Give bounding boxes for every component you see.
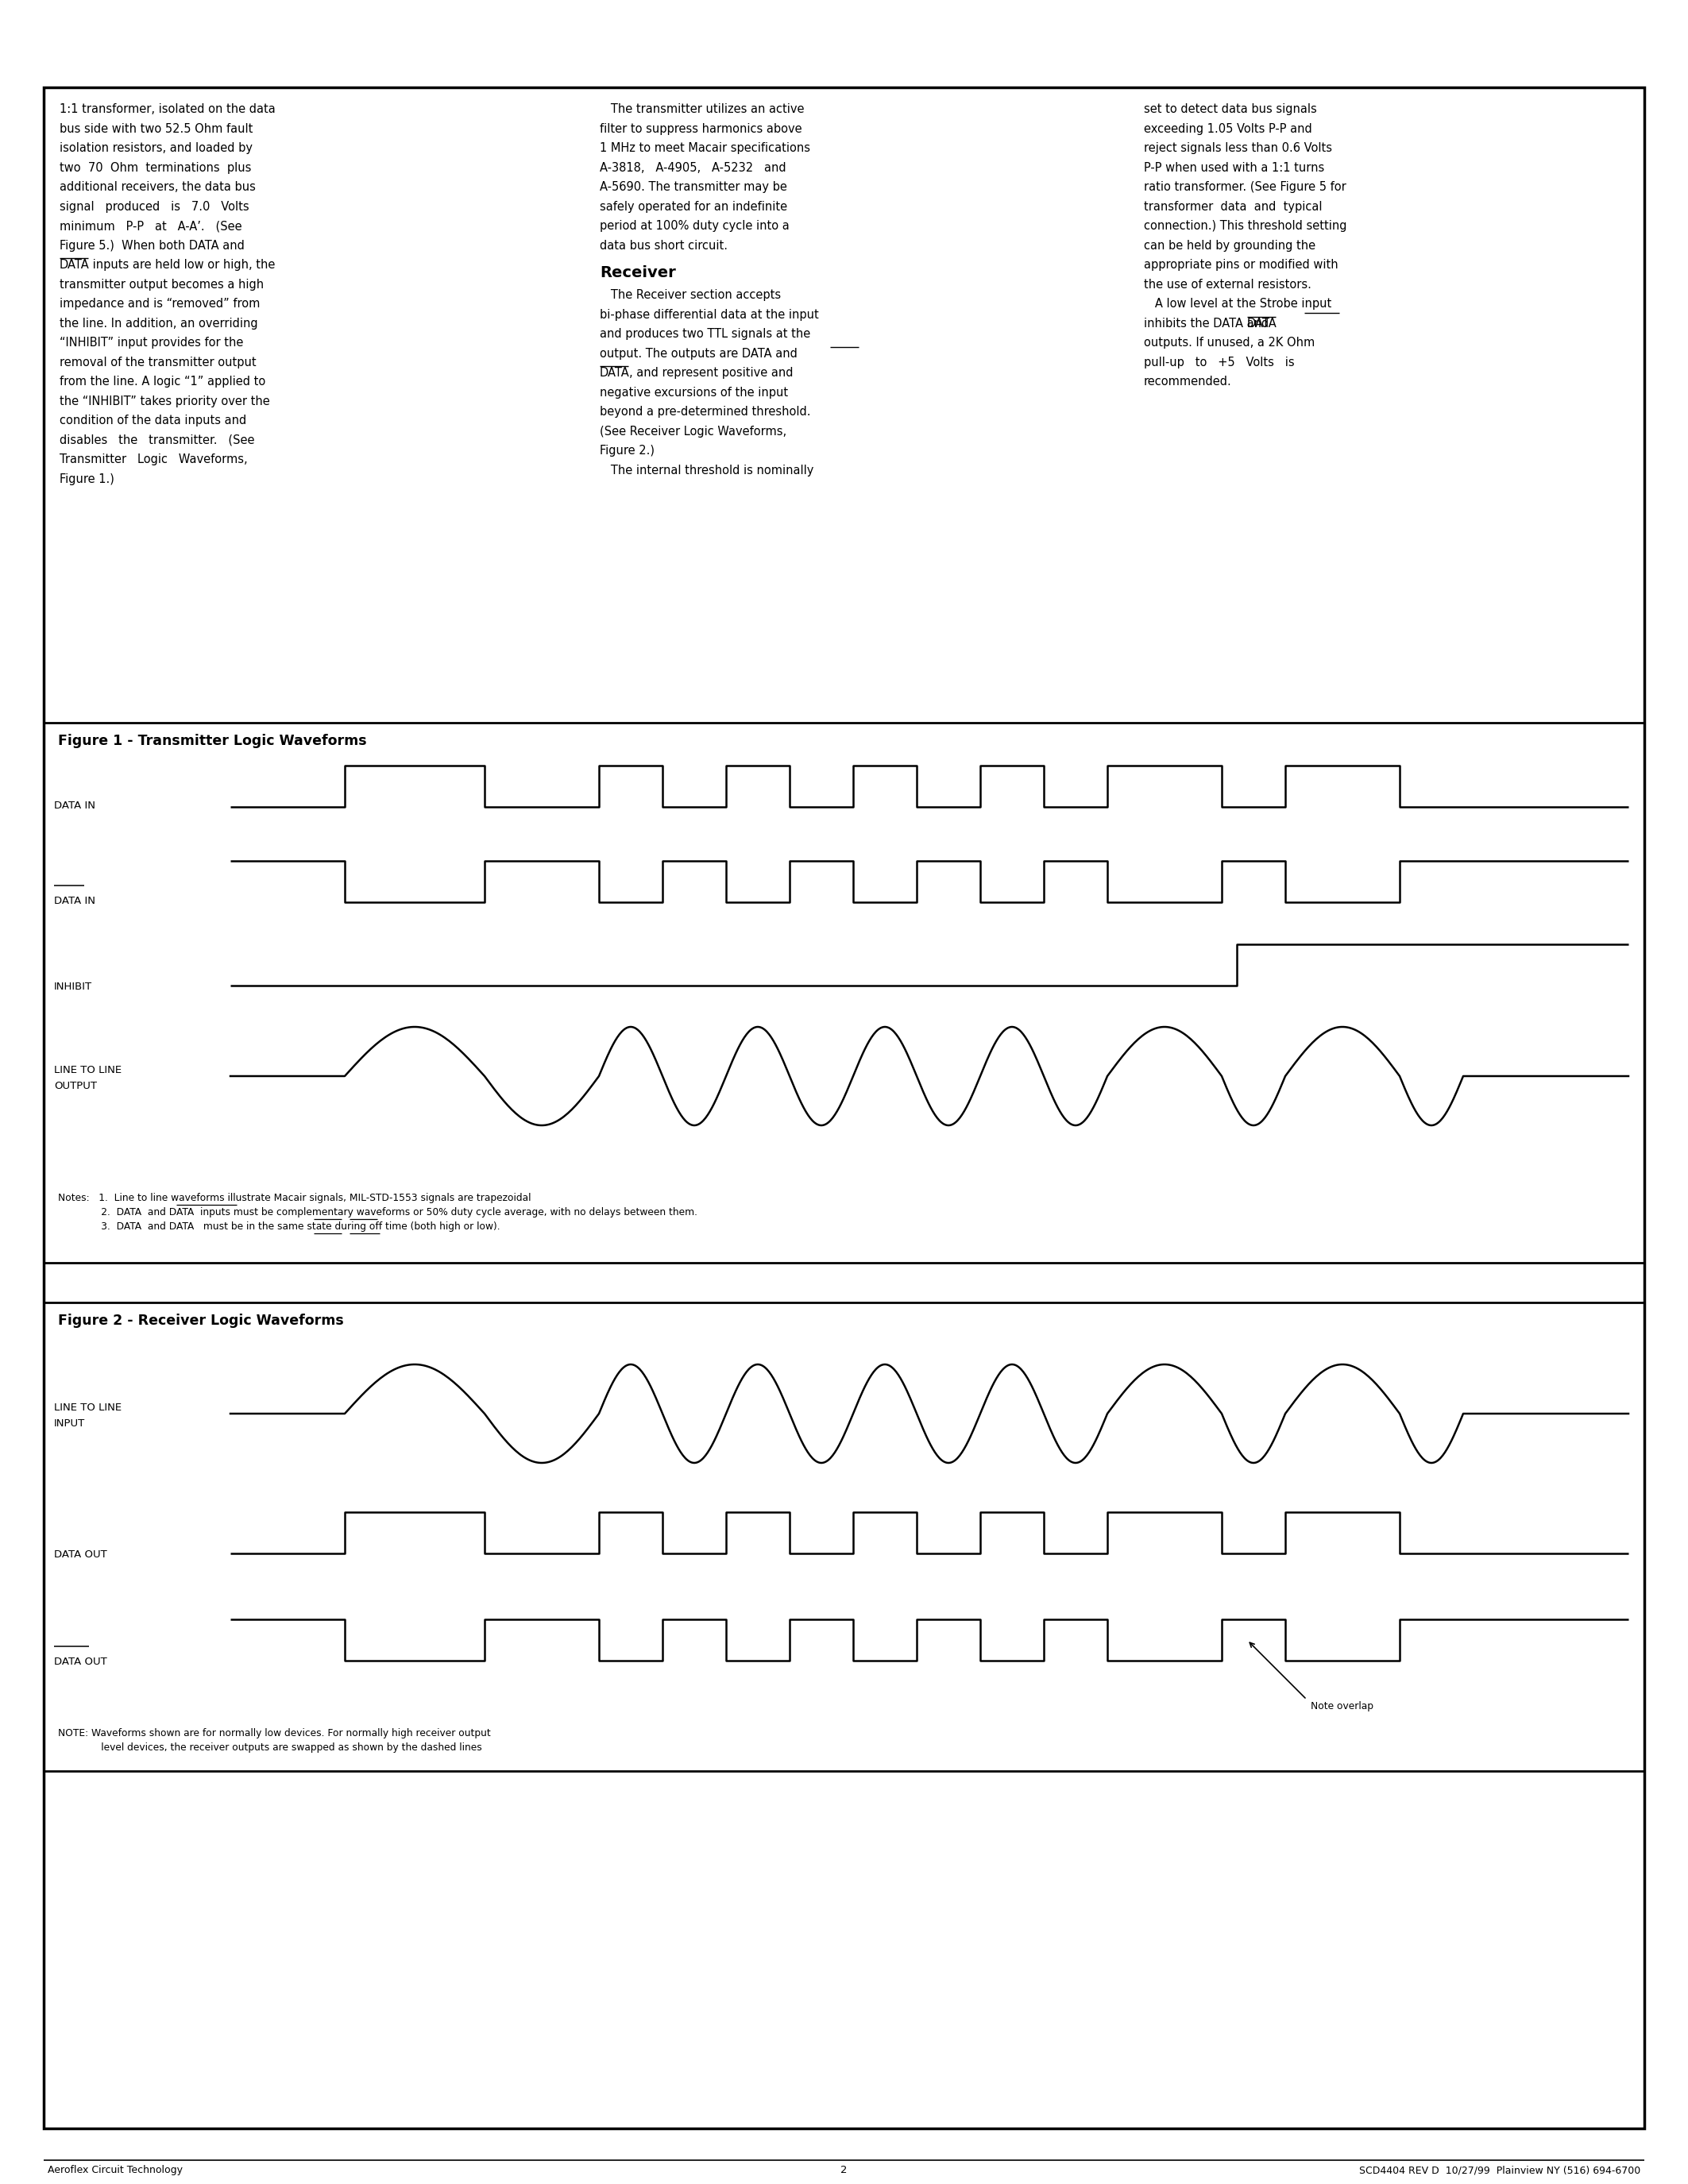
Text: , and represent positive and: , and represent positive and: [630, 367, 793, 378]
Text: A-3818,   A-4905,   A-5232   and: A-3818, A-4905, A-5232 and: [599, 162, 787, 173]
Text: DATA: DATA: [1247, 317, 1276, 330]
Text: filter to suppress harmonics above: filter to suppress harmonics above: [599, 122, 802, 135]
Text: set to detect data bus signals: set to detect data bus signals: [1144, 103, 1317, 116]
Text: Transmitter   Logic   Waveforms,: Transmitter Logic Waveforms,: [59, 454, 248, 465]
Text: Figure 2 - Receiver Logic Waveforms: Figure 2 - Receiver Logic Waveforms: [57, 1313, 344, 1328]
Text: The transmitter utilizes an active: The transmitter utilizes an active: [599, 103, 803, 116]
Text: the use of external resistors.: the use of external resistors.: [1144, 277, 1312, 290]
Text: removal of the transmitter output: removal of the transmitter output: [59, 356, 257, 369]
Text: Figure 1 - Transmitter Logic Waveforms: Figure 1 - Transmitter Logic Waveforms: [57, 734, 366, 749]
Text: period at 100% duty cycle into a: period at 100% duty cycle into a: [599, 221, 790, 232]
Text: transmitter output becomes a high: transmitter output becomes a high: [59, 277, 263, 290]
Text: Figure 5.)  When both DATA and: Figure 5.) When both DATA and: [59, 240, 245, 251]
Text: 2.  DATA  and DATA  inputs must be complementary waveforms or 50% duty cycle ave: 2. DATA and DATA inputs must be compleme…: [57, 1208, 697, 1216]
Text: 1 MHz to meet Macair specifications: 1 MHz to meet Macair specifications: [599, 142, 810, 155]
Text: condition of the data inputs and: condition of the data inputs and: [59, 415, 246, 426]
Text: isolation resistors, and loaded by: isolation resistors, and loaded by: [59, 142, 253, 155]
Text: INPUT: INPUT: [54, 1417, 84, 1428]
Text: the “INHIBIT” takes priority over the: the “INHIBIT” takes priority over the: [59, 395, 270, 406]
Text: bi-phase differential data at the input: bi-phase differential data at the input: [599, 308, 819, 321]
Text: safely operated for an indefinite: safely operated for an indefinite: [599, 201, 787, 212]
Text: disables   the   transmitter.   (See: disables the transmitter. (See: [59, 435, 255, 446]
Text: INHIBIT: INHIBIT: [54, 981, 93, 992]
Text: appropriate pins or modified with: appropriate pins or modified with: [1144, 260, 1339, 271]
Text: the line. In addition, an overriding: the line. In addition, an overriding: [59, 317, 258, 330]
Text: bus side with two 52.5 Ohm fault: bus side with two 52.5 Ohm fault: [59, 122, 253, 135]
Text: Aeroflex Circuit Technology: Aeroflex Circuit Technology: [47, 2164, 182, 2175]
Text: Note overlap: Note overlap: [1310, 1701, 1374, 1712]
Text: Figure 1.): Figure 1.): [59, 474, 115, 485]
Text: DATA: DATA: [59, 260, 89, 271]
Text: inputs are held low or high, the: inputs are held low or high, the: [89, 260, 275, 271]
Text: (See Receiver Logic Waveforms,: (See Receiver Logic Waveforms,: [599, 426, 787, 437]
Text: and produces two TTL signals at the: and produces two TTL signals at the: [599, 328, 810, 341]
Text: The Receiver section accepts: The Receiver section accepts: [599, 288, 782, 301]
Text: can be held by grounding the: can be held by grounding the: [1144, 240, 1315, 251]
Bar: [44, 1302, 1644, 1771]
Text: 2: 2: [841, 2164, 847, 2175]
Text: recommended.: recommended.: [1144, 376, 1232, 387]
Text: two  70  Ohm  terminations  plus: two 70 Ohm terminations plus: [59, 162, 252, 173]
Text: LINE TO LINE: LINE TO LINE: [54, 1402, 122, 1413]
Text: Receiver: Receiver: [599, 264, 675, 280]
Text: negative excursions of the input: negative excursions of the input: [599, 387, 788, 397]
Text: outputs. If unused, a 2K Ohm: outputs. If unused, a 2K Ohm: [1144, 336, 1315, 349]
Text: output. The outputs are DATA and: output. The outputs are DATA and: [599, 347, 797, 360]
Text: DATA OUT: DATA OUT: [54, 1658, 106, 1666]
Text: P-P when used with a 1:1 turns: P-P when used with a 1:1 turns: [1144, 162, 1325, 173]
Text: Notes:   1.  Line to line waveforms illustrate Macair signals, MIL-STD-1553 sign: Notes: 1. Line to line waveforms illustr…: [57, 1192, 532, 1203]
Text: DATA IN: DATA IN: [54, 802, 95, 810]
Text: minimum   P-P   at   A-A’.   (See: minimum P-P at A-A’. (See: [59, 221, 241, 232]
Text: DATA: DATA: [599, 367, 630, 378]
Text: Figure 2.): Figure 2.): [599, 446, 655, 456]
Text: A low level at the Strobe input: A low level at the Strobe input: [1144, 297, 1332, 310]
Text: NOTE: Waveforms shown are for normally low devices. For normally high receiver o: NOTE: Waveforms shown are for normally l…: [57, 1728, 491, 1738]
Text: A-5690. The transmitter may be: A-5690. The transmitter may be: [599, 181, 787, 192]
Text: pull-up   to   +5   Volts   is: pull-up to +5 Volts is: [1144, 356, 1295, 369]
Text: signal   produced   is   7.0   Volts: signal produced is 7.0 Volts: [59, 201, 250, 212]
Text: beyond a pre-determined threshold.: beyond a pre-determined threshold.: [599, 406, 810, 417]
Text: DATA IN: DATA IN: [54, 895, 95, 906]
Text: from the line. A logic “1” applied to: from the line. A logic “1” applied to: [59, 376, 265, 387]
Text: connection.) This threshold setting: connection.) This threshold setting: [1144, 221, 1347, 232]
Bar: [44, 723, 1644, 1262]
Text: 3.  DATA  and DATA   must be in the same state during off time (both high or low: 3. DATA and DATA must be in the same sta…: [57, 1221, 500, 1232]
Text: transformer  data  and  typical: transformer data and typical: [1144, 201, 1322, 212]
Text: “INHIBIT” input provides for the: “INHIBIT” input provides for the: [59, 336, 243, 349]
Text: ratio transformer. (See Figure 5 for: ratio transformer. (See Figure 5 for: [1144, 181, 1347, 192]
Text: DATA OUT: DATA OUT: [54, 1548, 106, 1559]
Text: LINE TO LINE: LINE TO LINE: [54, 1066, 122, 1075]
Text: inhibits the DATA and: inhibits the DATA and: [1144, 317, 1273, 330]
Text: SCD4404 REV D  10/27/99  Plainview NY (516) 694-6700: SCD4404 REV D 10/27/99 Plainview NY (516…: [1359, 2164, 1641, 2175]
Text: OUTPUT: OUTPUT: [54, 1081, 96, 1092]
Text: The internal threshold is nominally: The internal threshold is nominally: [599, 465, 814, 476]
Text: impedance and is “removed” from: impedance and is “removed” from: [59, 297, 260, 310]
Text: exceeding 1.05 Volts P-P and: exceeding 1.05 Volts P-P and: [1144, 122, 1312, 135]
Text: additional receivers, the data bus: additional receivers, the data bus: [59, 181, 255, 192]
Text: 1:1 transformer, isolated on the data: 1:1 transformer, isolated on the data: [59, 103, 275, 116]
Text: data bus short circuit.: data bus short circuit.: [599, 240, 728, 251]
Text: level devices, the receiver outputs are swapped as shown by the dashed lines: level devices, the receiver outputs are …: [57, 1743, 483, 1754]
Text: reject signals less than 0.6 Volts: reject signals less than 0.6 Volts: [1144, 142, 1332, 155]
